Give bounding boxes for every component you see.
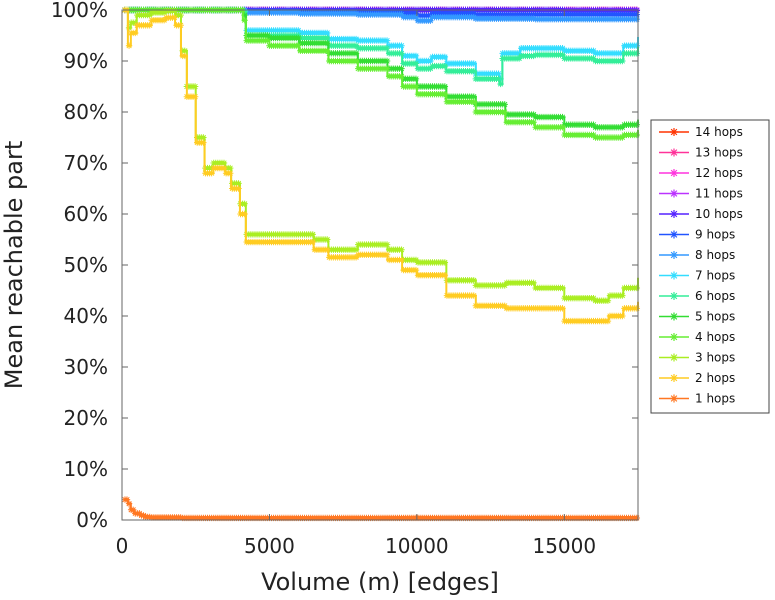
y-axis-title: Mean reachable part (0, 141, 28, 389)
legend-marker (670, 394, 678, 403)
legend-item: 1 hops (659, 392, 735, 406)
x-axis-title: Volume (m) [edges] (261, 568, 499, 596)
legend-marker (670, 271, 678, 280)
legend-item: 7 hops (659, 269, 735, 283)
legend-label: 11 hops (695, 187, 743, 201)
legend-label: 10 hops (695, 207, 743, 221)
legend-marker (670, 353, 678, 362)
legend-item: 3 hops (659, 351, 735, 365)
legend-item: 13 hops (659, 146, 743, 160)
legend-marker (670, 333, 678, 341)
legend-label: 4 hops (695, 330, 735, 344)
legend-item: 5 hops (659, 310, 735, 324)
plot-area (122, 10, 638, 520)
y-axis: 0% 10% 20% 30% 40% 50% 60% 70% 80% 90% 100% (51, 0, 638, 532)
legend-marker (670, 374, 678, 382)
legend-marker (670, 189, 678, 198)
legend-item: 12 hops (659, 166, 743, 180)
legend-label: 13 hops (695, 146, 743, 160)
legend-item: 9 hops (659, 228, 735, 242)
y-tick-label: 30% (64, 355, 108, 379)
legend-marker (670, 169, 678, 177)
legend-marker (670, 251, 678, 259)
legend-marker (670, 148, 678, 157)
legend-label: 9 hops (695, 228, 735, 242)
legend-marker (670, 210, 678, 218)
legend-item: 11 hops (659, 187, 743, 201)
legend-label: 12 hops (695, 166, 743, 180)
legend-marker (670, 292, 678, 300)
legend-marker (670, 128, 678, 136)
y-tick-label: 20% (64, 406, 108, 430)
legend-item: 6 hops (659, 289, 735, 303)
legend-label: 5 hops (695, 310, 735, 324)
legend-label: 3 hops (695, 351, 735, 365)
x-tick-label: 15000 (532, 534, 596, 558)
x-tick-label: 10000 (385, 534, 449, 558)
y-tick-label: 50% (64, 253, 108, 277)
series-markers (121, 496, 641, 522)
legend-label: 14 hops (695, 125, 743, 139)
y-tick-label: 100% (51, 0, 108, 22)
legend-label: 2 hops (695, 371, 735, 385)
legend-box (650, 119, 770, 414)
y-tick-label: 40% (64, 304, 108, 328)
y-tick-label: 90% (64, 49, 108, 73)
y-tick-label: 0% (76, 508, 108, 532)
y-tick-label: 80% (64, 100, 108, 124)
legend-item: 2 hops (659, 371, 735, 385)
legend-item: 10 hops (659, 207, 743, 221)
legend: 14 hops 13 hops 12 hops 11 hops 10 hops 9 hop… (650, 119, 770, 414)
legend-marker (670, 230, 678, 239)
legend-label: 8 hops (695, 248, 735, 262)
y-tick-label: 70% (64, 151, 108, 175)
x-tick-label: 0 (116, 534, 129, 558)
legend-item: 8 hops (659, 248, 735, 262)
legend-item: 4 hops (659, 330, 735, 344)
legend-marker (670, 312, 678, 321)
y-tick-label: 10% (64, 457, 108, 481)
legend-label: 7 hops (695, 269, 735, 283)
x-tick-label: 5000 (244, 534, 295, 558)
legend-item: 14 hops (659, 125, 743, 139)
x-axis: 0 5000 10000 15000 (116, 10, 596, 558)
y-tick-label: 60% (64, 202, 108, 226)
legend-label: 6 hops (695, 289, 735, 303)
legend-label: 1 hops (695, 392, 735, 406)
